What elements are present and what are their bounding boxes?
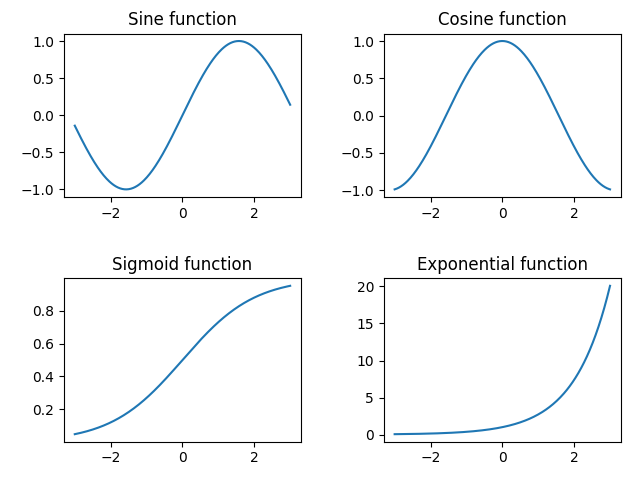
- Title: Exponential function: Exponential function: [417, 256, 588, 274]
- Title: Cosine function: Cosine function: [438, 11, 566, 29]
- Title: Sigmoid function: Sigmoid function: [113, 256, 253, 274]
- Title: Sine function: Sine function: [128, 11, 237, 29]
